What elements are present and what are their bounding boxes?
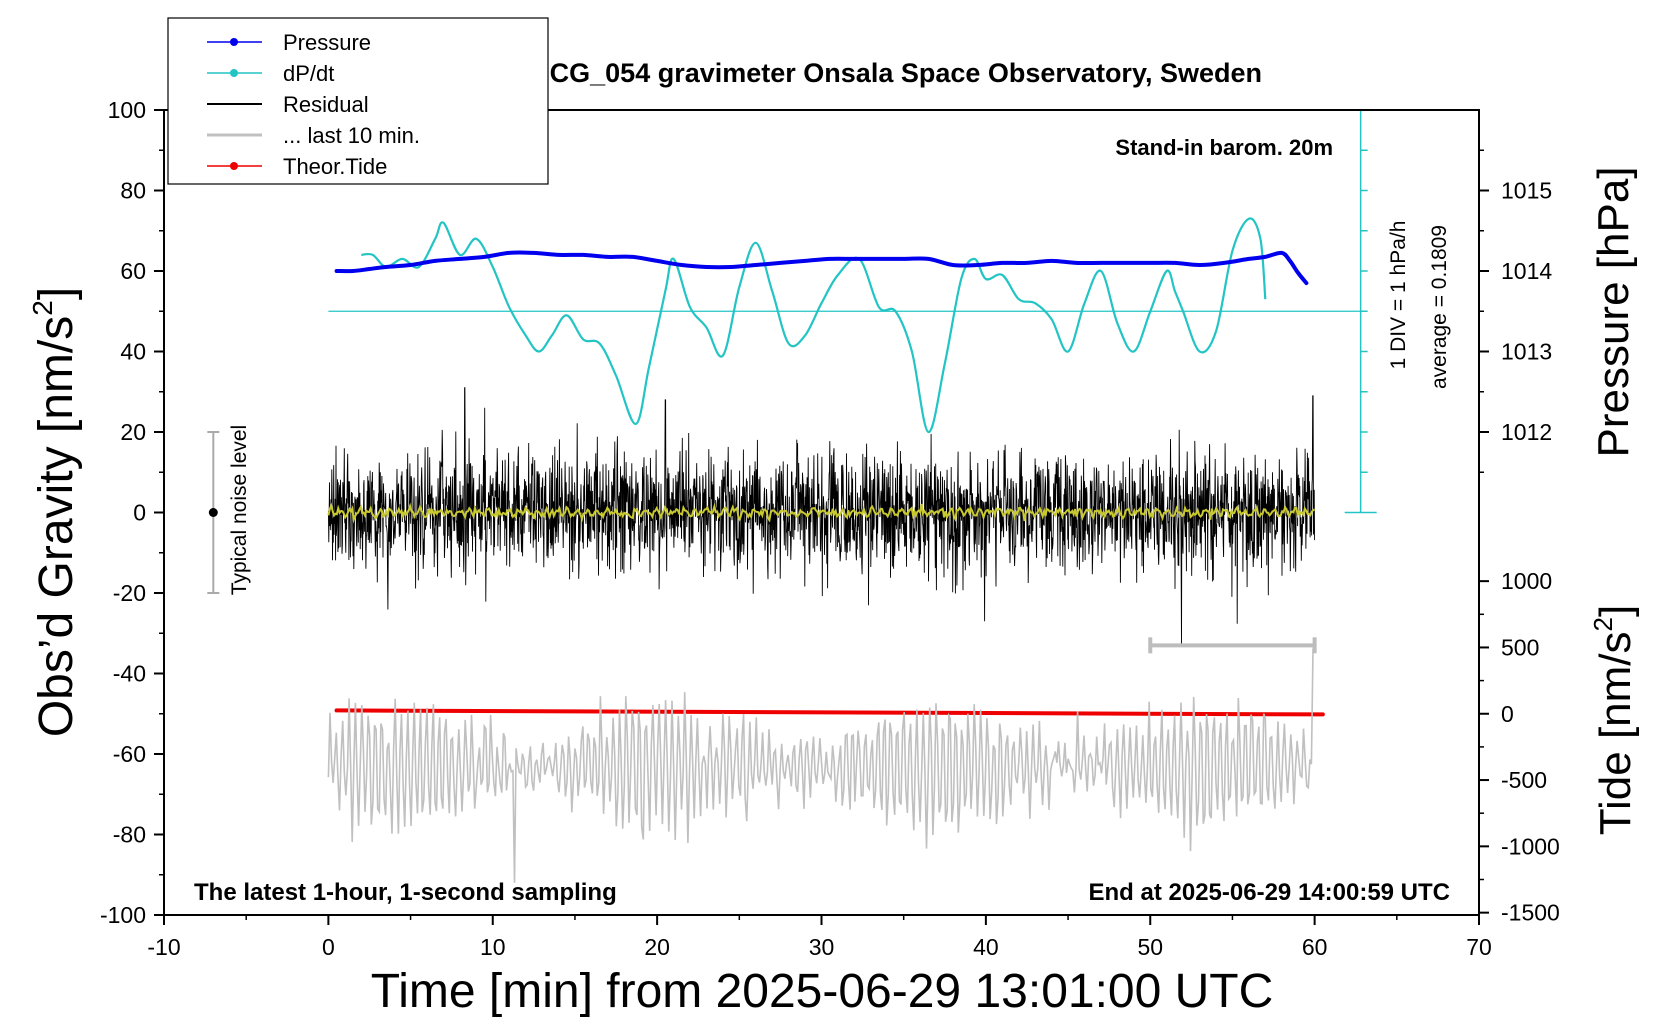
x-tick-label: 70 xyxy=(1466,934,1492,960)
x-tick-label: 20 xyxy=(644,934,670,960)
bottom-left-note: The latest 1-hour, 1-second sampling xyxy=(194,879,617,906)
legend-box xyxy=(167,17,549,185)
y-tick-label: -20 xyxy=(113,580,146,606)
y-tick-label: -60 xyxy=(113,741,146,767)
legend-swatch-dot xyxy=(230,162,238,170)
pressure-tick-label: 1015 xyxy=(1501,178,1552,204)
y-tick-label: 0 xyxy=(133,500,146,526)
x-tick-label: 0 xyxy=(322,934,335,960)
x-axis-label: Time [min] from 2025-06-29 13:01:00 UTC xyxy=(371,965,1274,1018)
legend-swatch-dot xyxy=(230,69,238,77)
tide-line xyxy=(334,708,1325,717)
tide-series xyxy=(334,708,1325,717)
y-tick-label: 60 xyxy=(120,258,146,284)
y-tick-label: 80 xyxy=(120,178,146,204)
pressure-series xyxy=(334,250,1309,286)
y-axis-label-gravity-close: ] xyxy=(30,287,83,300)
pressure-tick-label: 1012 xyxy=(1501,419,1552,445)
tide-axis: -1500 -1000 -500 0 500 1000 xyxy=(1479,568,1560,926)
noise-level-note: Typical noise level xyxy=(228,425,251,595)
y-tick-label: -100 xyxy=(100,902,146,928)
legend-label: dP/dt xyxy=(283,61,334,86)
legend-swatch-dot xyxy=(230,38,238,46)
last-10-min-series xyxy=(327,648,1315,883)
x-tick-label: 50 xyxy=(1137,934,1163,960)
x-tick-label: -10 xyxy=(147,934,180,960)
legend: Pressure dP/dt Residual ... last 10 min. The… xyxy=(167,17,549,185)
dpdt-line xyxy=(361,217,1267,434)
y-tick-label: 40 xyxy=(120,339,146,365)
residual-smoothed-line xyxy=(327,502,1316,524)
last-10-min-range-bar xyxy=(1148,637,1317,654)
y-axis-label-gravity-main: Obs’d Gravity [nm/s xyxy=(30,316,83,737)
tide-tick-label: 0 xyxy=(1501,701,1514,727)
y-axis-label-tide-sup: 2 xyxy=(1588,617,1618,631)
bottom-right-note: End at 2025-06-29 14:00:59 UTC xyxy=(1089,879,1451,906)
y-tick-label: -40 xyxy=(113,661,146,687)
barometer-note: Stand-in barom. 20m xyxy=(1115,135,1333,160)
chart-title: SCG_054 gravimeter Onsala Space Observat… xyxy=(532,58,1262,88)
legend-label: Residual xyxy=(283,92,369,117)
scale-div-note: 1 DIV = 1 hPa/h xyxy=(1387,221,1410,370)
y-axis-label-gravity: Obs’d Gravity [nm/s2] xyxy=(27,287,83,737)
tide-tick-label: 500 xyxy=(1501,634,1539,660)
legend-entries: Pressure dP/dt Residual ... last 10 min. The… xyxy=(207,30,420,179)
dpdt-series xyxy=(361,217,1267,434)
tide-tick-label: 1000 xyxy=(1501,568,1552,594)
x-axis: -10 0 10 20 30 40 50 60 70 xyxy=(147,915,1492,960)
last-10-min-line xyxy=(327,648,1315,883)
y-axis-label-tide-close: ] xyxy=(1591,605,1640,617)
gravity-axis: -100 -80 -60 -40 -20 0 20 40 60 80 100 xyxy=(100,97,164,928)
y-axis-label-gravity-sup: 2 xyxy=(27,300,58,316)
average-note: average = 0.1809 xyxy=(1428,225,1451,389)
pressure-tick-label: 1013 xyxy=(1501,339,1552,365)
tide-tick-label: -500 xyxy=(1501,767,1547,793)
pressure-axis: 1012 1013 1014 1015 xyxy=(1479,149,1552,473)
y-axis-label-tide: Tide [nm/s2] xyxy=(1588,605,1640,835)
tide-tick-label: -1500 xyxy=(1501,900,1560,926)
legend-label: Pressure xyxy=(283,30,371,55)
y-tick-label: 20 xyxy=(120,419,146,445)
x-tick-label: 40 xyxy=(973,934,999,960)
noise-level-bar xyxy=(207,431,220,594)
x-tick-label: 30 xyxy=(809,934,835,960)
pressure-line xyxy=(334,250,1309,286)
tide-tick-label: -1000 xyxy=(1501,833,1560,859)
residual-smoothed-series xyxy=(327,502,1316,524)
y-tick-label: -80 xyxy=(113,822,146,848)
residual-series xyxy=(327,387,1316,646)
plot-area xyxy=(163,109,1480,916)
y-axis-label-pressure: Pressure [hPa] xyxy=(1589,166,1638,457)
x-tick-label: 60 xyxy=(1302,934,1328,960)
x-tick-label: 10 xyxy=(480,934,506,960)
pressure-tick-label: 1014 xyxy=(1501,258,1552,284)
y-tick-label: 100 xyxy=(108,97,146,123)
y-axis-label-tide-main: Tide [nm/s xyxy=(1591,631,1640,835)
noise-bar-dot xyxy=(208,508,218,517)
legend-label: ... last 10 min. xyxy=(283,123,420,148)
legend-label: Theor.Tide xyxy=(283,154,387,179)
residual-line xyxy=(327,387,1316,646)
